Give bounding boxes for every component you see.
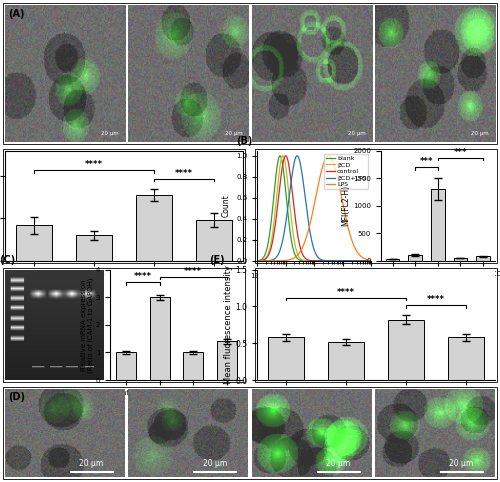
Bar — [183, 352, 204, 380]
βCD — [280, 153, 286, 159]
Text: ***: *** — [454, 148, 467, 157]
LPS — [309, 212, 315, 217]
control — [316, 258, 322, 264]
Text: 20 μm: 20 μm — [102, 131, 119, 136]
βCD+LPS — [368, 258, 374, 264]
control — [310, 258, 316, 264]
Text: (B): (B) — [236, 136, 253, 146]
βCD — [316, 258, 322, 264]
Line: blank: blank — [257, 156, 372, 261]
Bar — [136, 195, 172, 261]
Text: 20 μm: 20 μm — [202, 459, 227, 469]
Bar — [150, 297, 170, 380]
blank — [254, 258, 260, 264]
Bar — [268, 337, 304, 380]
Text: ****: **** — [184, 267, 202, 276]
βCD — [322, 258, 328, 264]
Line: βCD+LPS: βCD+LPS — [257, 156, 372, 261]
Text: ****: **** — [134, 272, 152, 281]
Line: LPS: LPS — [257, 156, 372, 261]
βCD — [366, 258, 372, 264]
βCD+LPS — [294, 153, 300, 159]
LPS — [326, 153, 332, 159]
blank — [368, 258, 374, 264]
Bar — [76, 235, 112, 261]
Text: ***: *** — [420, 157, 434, 166]
Bar — [328, 342, 364, 380]
Text: ****: **** — [337, 288, 355, 297]
control — [308, 258, 314, 264]
blank — [348, 258, 354, 264]
control — [366, 258, 372, 264]
Y-axis label: Relative mRNA expression
(Ratio of ICAM-1 to GAPDH): Relative mRNA expression (Ratio of ICAM-… — [81, 277, 94, 373]
control — [368, 258, 374, 264]
βCD+LPS — [316, 255, 322, 261]
LPS — [254, 258, 260, 264]
Bar — [431, 189, 444, 261]
Line: βCD: βCD — [257, 156, 372, 261]
Text: (D): (D) — [8, 391, 25, 402]
βCD — [310, 258, 316, 264]
βCD — [368, 258, 374, 264]
βCD+LPS — [308, 238, 314, 243]
βCD — [308, 258, 314, 264]
Bar — [454, 258, 467, 261]
βCD+LPS — [254, 258, 260, 264]
Text: 20 μm: 20 μm — [471, 131, 489, 136]
blank — [366, 258, 372, 264]
Text: 20 μm: 20 μm — [79, 459, 104, 469]
Bar — [16, 225, 52, 261]
LPS — [322, 157, 328, 162]
Text: 20 μm: 20 μm — [348, 131, 366, 136]
Text: ****: **** — [85, 160, 103, 169]
control — [283, 153, 289, 159]
Y-axis label: Count: Count — [222, 194, 230, 217]
blank — [277, 153, 283, 159]
Y-axis label: Mean fluorescence intensity: Mean fluorescence intensity — [224, 266, 232, 384]
LPS — [348, 235, 354, 241]
Y-axis label: MFI(FL2-H): MFI(FL2-H) — [341, 185, 350, 226]
Text: (A): (A) — [8, 9, 25, 19]
Line: control: control — [257, 156, 372, 261]
Legend: blank, βCD, control, βCD+LPS, LPS: blank, βCD, control, βCD+LPS, LPS — [324, 154, 368, 189]
blank — [316, 258, 322, 264]
LPS — [368, 257, 374, 263]
Text: ****: **** — [175, 169, 193, 178]
Bar — [448, 337, 484, 380]
Text: 20 μm: 20 μm — [326, 459, 350, 469]
Bar — [388, 320, 424, 380]
Text: ****: **** — [427, 295, 445, 304]
Bar — [386, 259, 400, 261]
Bar — [216, 341, 237, 380]
blank — [308, 258, 314, 264]
Text: (E): (E) — [210, 255, 225, 265]
Text: 20 μm: 20 μm — [450, 459, 473, 469]
blank — [322, 258, 328, 264]
control — [348, 258, 354, 264]
Bar — [408, 255, 422, 261]
Bar — [196, 220, 232, 261]
βCD — [254, 258, 260, 264]
LPS — [308, 215, 314, 221]
blank — [310, 258, 316, 264]
Bar — [476, 256, 490, 261]
Bar — [116, 352, 136, 380]
Text: 20 μm: 20 μm — [224, 131, 242, 136]
control — [322, 258, 328, 264]
βCD+LPS — [366, 258, 372, 264]
X-axis label: FL2-H: FL2-H — [304, 287, 326, 296]
control — [254, 258, 260, 264]
Text: (C): (C) — [0, 255, 16, 265]
βCD+LPS — [322, 258, 328, 264]
LPS — [316, 178, 322, 184]
βCD+LPS — [310, 241, 316, 246]
βCD — [348, 258, 354, 264]
βCD+LPS — [348, 258, 354, 264]
LPS — [366, 257, 372, 263]
